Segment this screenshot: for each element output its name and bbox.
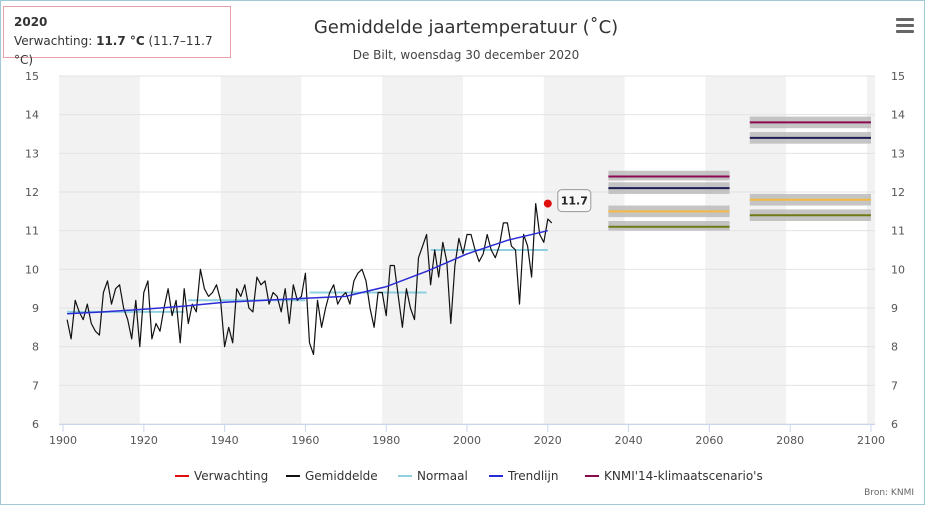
tooltip-range: (11.7–11.7 °C): [14, 34, 213, 67]
legend-item-3[interactable]: Trendlijn: [507, 469, 558, 483]
axes: 6 6 7 7 8 8 9 9 10 10 11 11 12 12 13 13 14 14 15 15 1900 1920…: [25, 70, 905, 447]
legend: Verwachting Gemiddelde Normaal Trendlijn KNM…: [175, 469, 763, 483]
y-tick-left-10: 10: [25, 263, 39, 276]
tooltip-line: Verwachting: 11.7 °C (11.7–11.7 °C): [14, 32, 220, 70]
x-tick-1900: 1900: [49, 434, 77, 447]
y-tick-left-6: 6: [32, 418, 39, 431]
tooltip-year: 2020: [14, 15, 48, 29]
x-tick-2060: 2060: [695, 434, 723, 447]
y-tick-right-11: 11: [891, 225, 905, 238]
x-tick-2100: 2100: [857, 434, 885, 447]
y-tick-right-7: 7: [891, 379, 898, 392]
legend-item-2[interactable]: Normaal: [417, 469, 468, 483]
x-tick-1920: 1920: [130, 434, 158, 447]
legend-item-4[interactable]: KNMI'14-klimaatscenario's: [604, 469, 763, 483]
tooltip-value: 11.7 °C: [96, 34, 145, 48]
mean-series-line: [66, 203, 553, 355]
alternate-year-bands: [59, 76, 875, 424]
chart-subtitle: De Bilt, woensdag 30 december 2020: [353, 48, 580, 62]
mean-temperature-line: [66, 203, 553, 355]
y-tick-right-10: 10: [891, 263, 905, 276]
x-tick-1940: 1940: [211, 434, 239, 447]
y-tick-left-12: 12: [25, 186, 39, 199]
hamburger-menu-icon[interactable]: [896, 18, 914, 34]
legend-item-1[interactable]: Gemiddelde: [305, 469, 378, 483]
y-tick-left-14: 14: [25, 109, 39, 122]
y-tick-right-13: 13: [891, 147, 905, 160]
y-tick-right-6: 6: [891, 418, 898, 431]
tooltip: 2020 Verwachting: 11.7 °C (11.7–11.7 °C): [3, 6, 231, 67]
x-tick-2000: 2000: [453, 434, 481, 447]
x-tick-2020: 2020: [534, 434, 562, 447]
forecast-point: [543, 199, 552, 208]
y-tick-right-12: 12: [891, 186, 905, 199]
x-tick-1960: 1960: [291, 434, 319, 447]
y-tick-left-11: 11: [25, 225, 39, 238]
y-tick-right-8: 8: [891, 341, 898, 354]
forecast-marker: 11.7: [543, 189, 592, 213]
forecast-label: 11.7: [561, 195, 588, 208]
x-tick-2040: 2040: [615, 434, 643, 447]
y-tick-left-7: 7: [32, 379, 39, 392]
y-tick-right-15: 15: [891, 70, 905, 83]
tooltip-prefix: Verwachting:: [14, 34, 97, 48]
x-tick-2080: 2080: [776, 434, 804, 447]
alt-band-0: [59, 76, 140, 424]
x-tick-1980: 1980: [372, 434, 400, 447]
y-tick-left-9: 9: [32, 302, 39, 315]
y-gridlines: [59, 75, 875, 425]
trend-line: [67, 229, 548, 315]
y-tick-left-8: 8: [32, 341, 39, 354]
alt-band-5: [866, 76, 875, 424]
y-tick-right-9: 9: [891, 302, 898, 315]
y-tick-right-14: 14: [891, 109, 905, 122]
trend-series-line: [67, 229, 548, 315]
source-credit[interactable]: Bron: KNMI: [864, 488, 914, 498]
forecast-label-box: [557, 189, 592, 213]
y-tick-left-13: 13: [25, 147, 39, 160]
legend-item-0[interactable]: Verwachting: [194, 469, 268, 483]
climate-scenarios: [608, 116, 871, 231]
alt-band-1: [220, 76, 302, 424]
alt-band-3: [543, 76, 625, 424]
y-tick-left-15: 15: [25, 70, 39, 83]
chart-title: Gemiddelde jaartemperatuur (˚C): [314, 17, 618, 38]
